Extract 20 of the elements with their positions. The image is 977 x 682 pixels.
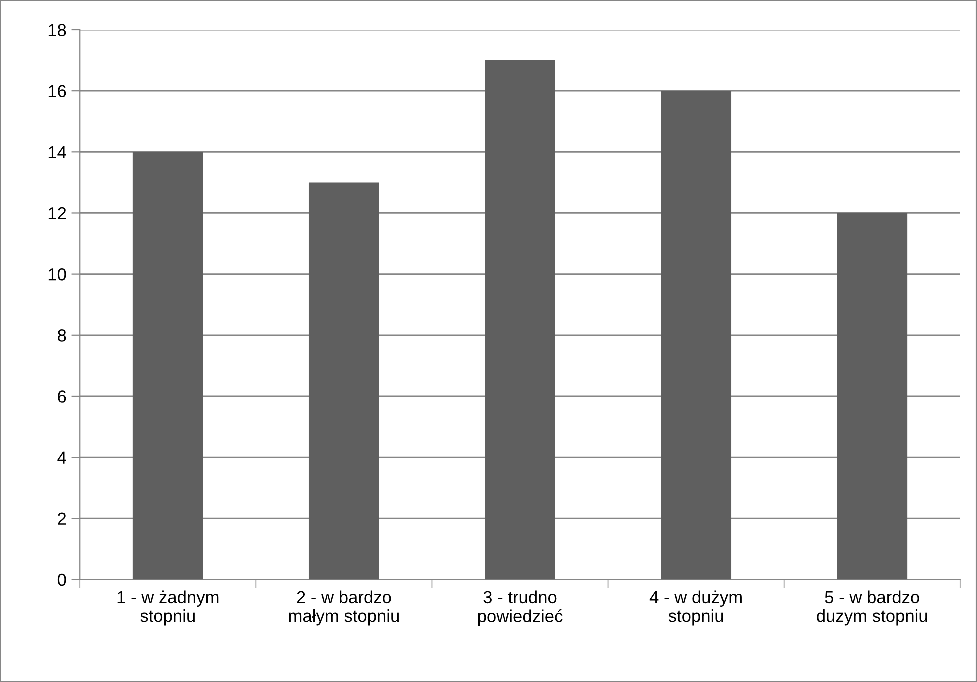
bar <box>308 182 380 580</box>
y-tick-label: 12 <box>48 207 66 220</box>
bar <box>837 213 908 580</box>
y-tick-label: 8 <box>58 330 66 342</box>
x-tick-label: 2 - w bardzo małym stopniu <box>289 590 400 626</box>
y-tick-label: 10 <box>48 268 66 281</box>
y-tick-label: 2 <box>58 512 66 525</box>
bar <box>661 91 732 580</box>
y-tick-label: 14 <box>48 146 66 158</box>
y-tick-label: 18 <box>48 24 66 36</box>
y-tick-label: 6 <box>58 390 66 403</box>
y-tick-label: 16 <box>48 85 66 98</box>
x-tick-label: 5 - w bardzo duzym stopniu <box>817 590 928 626</box>
x-tick-label: 4 - w dużym stopniu <box>650 590 742 626</box>
x-tick-label: 3 - trudno powiedzieć <box>478 590 563 626</box>
y-tick-label: 0 <box>58 574 66 586</box>
y-tick-label: 4 <box>58 452 66 464</box>
bar <box>485 60 556 580</box>
x-tick-label: 1 - w żadnym stopniu <box>118 590 219 626</box>
bar <box>132 152 204 580</box>
